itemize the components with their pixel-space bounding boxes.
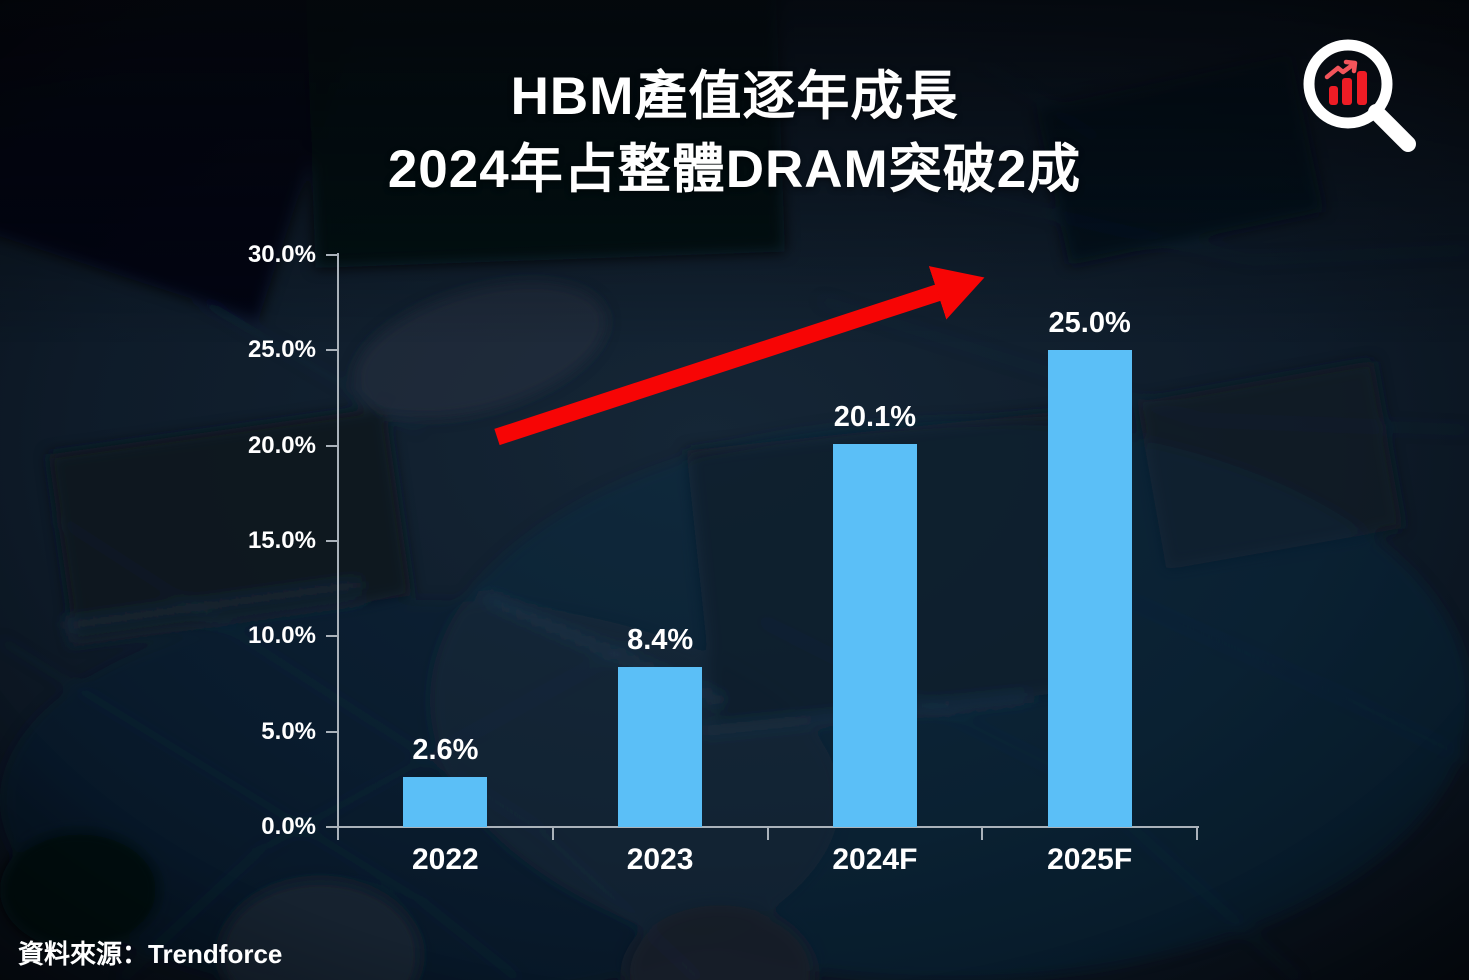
x-axis-label: 2024F bbox=[832, 843, 918, 876]
x-axis-tick bbox=[337, 827, 339, 840]
bar-value-label: 25.0% bbox=[1048, 307, 1131, 340]
y-axis-tick bbox=[326, 730, 338, 733]
y-axis-line bbox=[337, 253, 339, 828]
x-axis-tick bbox=[1196, 827, 1198, 840]
y-axis-tick bbox=[326, 444, 338, 447]
chart-title: HBM產值逐年成長 2024年占整體DRAM突破2成 bbox=[0, 60, 1469, 206]
icon-mini-arrow bbox=[1324, 59, 1358, 80]
icon-mini-bars bbox=[1329, 71, 1367, 105]
chart-title-line1: HBM產值逐年成長 bbox=[510, 67, 959, 126]
bar bbox=[832, 443, 917, 827]
x-axis-label: 2023 bbox=[626, 843, 694, 876]
bar bbox=[618, 666, 703, 827]
y-axis-label: 25.0% bbox=[247, 336, 316, 364]
y-axis-label: 30.0% bbox=[247, 241, 316, 268]
y-axis-tick bbox=[326, 540, 338, 542]
magnifier-growth-chart-icon bbox=[1303, 39, 1416, 152]
source-attribution: 資料來源：Trendforce bbox=[18, 939, 283, 969]
y-axis-label: 10.0% bbox=[247, 622, 316, 650]
y-axis-label: 0.0% bbox=[261, 813, 316, 840]
y-axis-tick bbox=[326, 349, 338, 352]
bar bbox=[1047, 350, 1132, 827]
y-axis-tick bbox=[326, 635, 338, 638]
y-axis-tick bbox=[326, 254, 338, 256]
x-axis-tick bbox=[766, 827, 769, 840]
y-axis-label: 5.0% bbox=[261, 717, 316, 745]
bar bbox=[403, 777, 488, 827]
y-axis-tick bbox=[326, 826, 338, 828]
x-axis-tick bbox=[551, 827, 554, 840]
bar-value-label: 8.4% bbox=[627, 623, 694, 656]
x-axis-label: 2025F bbox=[1047, 843, 1133, 876]
y-axis-label: 20.0% bbox=[247, 431, 316, 459]
x-axis-tick bbox=[981, 827, 984, 840]
x-axis-label: 2022 bbox=[412, 843, 479, 876]
y-axis-label: 15.0% bbox=[247, 527, 316, 554]
chart-title-line2: 2024年占整體DRAM突破2成 bbox=[387, 140, 1082, 199]
bar-value-label: 20.1% bbox=[833, 400, 916, 433]
bar-value-label: 2.6% bbox=[412, 734, 479, 767]
